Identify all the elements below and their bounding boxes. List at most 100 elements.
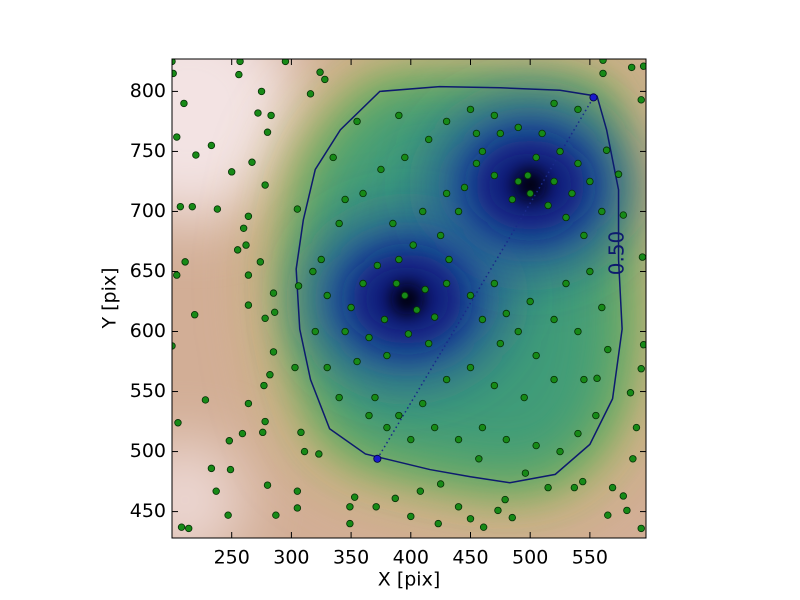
scatter-point — [454, 207, 463, 216]
scatter-point — [466, 515, 475, 523]
scatter-point — [263, 128, 272, 136]
scatter-point — [445, 255, 453, 264]
scatter-point — [460, 183, 469, 192]
scatter-point — [254, 109, 262, 117]
scatter-point — [294, 282, 303, 290]
scatter-point — [526, 189, 534, 198]
scatter-point — [608, 483, 617, 492]
scatter-point — [556, 447, 564, 456]
scatter-point — [383, 351, 391, 360]
scatter-point — [532, 441, 540, 450]
scatter-point — [181, 258, 189, 266]
scatter-point — [550, 315, 558, 324]
scatter-point — [442, 117, 451, 126]
x-tick-label: 500 — [512, 547, 548, 569]
scatter-point — [436, 480, 445, 488]
scatter-point — [392, 279, 401, 288]
scatter-point — [586, 177, 594, 186]
scatter-point — [180, 99, 188, 108]
scatter-point — [359, 279, 367, 288]
scatter-point — [341, 327, 349, 336]
scatter-point — [359, 189, 367, 198]
scatter-point — [623, 506, 631, 515]
scatter-point — [593, 374, 601, 383]
endpoint-marker — [373, 454, 382, 463]
scatter-point — [383, 423, 391, 432]
scatter-point — [574, 429, 582, 438]
scatter-point — [235, 70, 243, 79]
scatter-point — [172, 69, 177, 78]
scatter-point — [207, 464, 216, 473]
scatter-point — [586, 267, 594, 276]
scatter-point — [226, 465, 235, 474]
scatter-point — [407, 435, 415, 444]
scatter-point — [425, 135, 433, 144]
scatter-point — [225, 437, 234, 445]
scatter-point — [261, 417, 269, 426]
scatter-point — [261, 314, 269, 323]
scatter-point — [598, 207, 606, 216]
scatter-point — [306, 90, 315, 98]
scatter-point — [419, 207, 427, 216]
scatter-point — [269, 289, 278, 297]
scatter-point — [244, 301, 253, 309]
scatter-point — [496, 339, 505, 348]
scatter-point — [544, 201, 552, 210]
scatter-point — [172, 342, 176, 350]
scatter-point — [212, 487, 220, 495]
scatter-point — [637, 365, 645, 373]
scatter-point — [570, 483, 579, 492]
scatter-point — [190, 311, 199, 319]
scatter-point — [490, 111, 499, 120]
scatter-point — [407, 512, 415, 521]
scatter-point — [395, 255, 403, 264]
scatter-point — [293, 504, 302, 512]
scatter-point — [353, 357, 361, 366]
contour-label: 0.50 — [605, 231, 629, 276]
plot-content: 0.50 — [172, 59, 646, 533]
scatter-point — [395, 111, 403, 120]
scatter-point — [442, 189, 451, 198]
scatter-point — [568, 189, 576, 198]
y-tick-label: 450 — [130, 500, 166, 522]
scatter-point — [580, 375, 588, 384]
scatter-point — [550, 375, 558, 384]
scatter-point — [514, 123, 522, 132]
y-tick-label: 550 — [130, 380, 166, 402]
scatter-point — [365, 333, 373, 342]
scatter-point — [434, 519, 442, 528]
scatter-point — [172, 59, 176, 66]
scatter-point — [614, 170, 623, 178]
y-tick-label: 650 — [130, 260, 166, 282]
scatter-point — [293, 487, 302, 495]
scatter-point — [192, 151, 200, 159]
scatter-point — [532, 351, 540, 360]
scatter-point — [619, 492, 628, 500]
scatter-point — [562, 213, 570, 222]
scatter-point — [201, 396, 210, 404]
scatter-point — [341, 195, 349, 204]
scatter-point — [521, 469, 530, 477]
scatter-point — [395, 411, 403, 420]
scatter-point — [316, 68, 324, 76]
x-tick-label: 250 — [214, 547, 250, 569]
scatter-point — [475, 455, 483, 463]
scatter-point — [632, 423, 641, 432]
scatter-point — [490, 279, 499, 288]
y-tick-label: 800 — [130, 80, 166, 102]
scatter-point — [317, 255, 325, 264]
scatter-point — [598, 303, 606, 312]
scatter-point — [224, 511, 232, 519]
scatter-point — [574, 105, 582, 114]
scatter-point — [425, 339, 433, 348]
scatter-point — [380, 315, 389, 324]
scatter-point — [185, 524, 193, 533]
scatter-point — [627, 63, 636, 72]
scatter-point — [261, 181, 269, 189]
scatter-point — [629, 455, 637, 463]
scatter-point — [478, 315, 487, 324]
scatter-point — [297, 428, 305, 437]
scatter-point — [442, 375, 451, 384]
scatter-point — [244, 399, 253, 408]
scatter-point — [335, 219, 343, 228]
